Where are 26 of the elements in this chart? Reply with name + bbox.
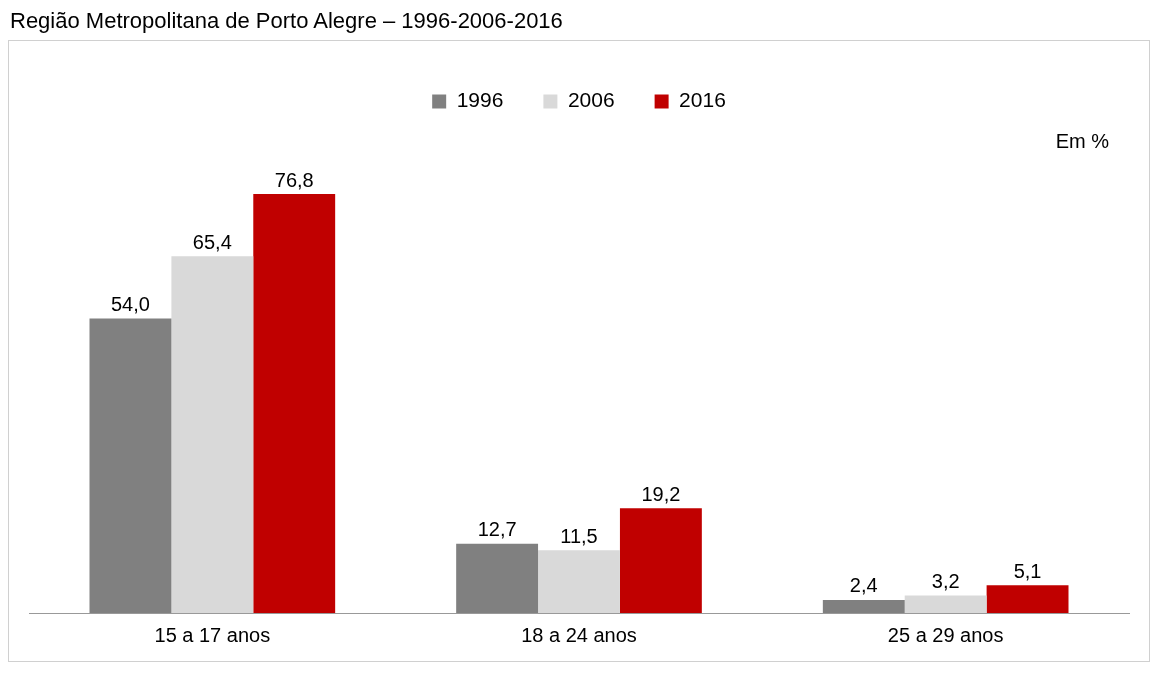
bar bbox=[822, 599, 905, 613]
x-tick-label: 18 a 24 anos bbox=[521, 623, 637, 646]
bar bbox=[171, 256, 254, 613]
data-label: 19,2 bbox=[641, 482, 681, 505]
data-label: 2,4 bbox=[849, 574, 878, 597]
legend-label: 2016 bbox=[679, 88, 726, 112]
x-tick-label: 15 a 17 anos bbox=[154, 623, 271, 646]
x-tick-label: 25 a 29 anos bbox=[887, 623, 1004, 646]
data-label: 11,5 bbox=[560, 524, 598, 547]
bar bbox=[89, 318, 172, 613]
data-label: 5,1 bbox=[1013, 559, 1042, 582]
data-label: 54,0 bbox=[110, 292, 150, 315]
bar bbox=[253, 194, 336, 613]
bar bbox=[619, 508, 702, 613]
chart-title: Região Metropolitana de Porto Alegre – 1996-2006-2016 bbox=[10, 8, 564, 34]
legend-label: 2006 bbox=[567, 88, 615, 112]
bar bbox=[456, 543, 539, 613]
text: Em % bbox=[1055, 129, 1110, 152]
bar bbox=[538, 550, 620, 613]
legend-label: 1996 bbox=[456, 88, 504, 112]
data-label: 65,4 bbox=[192, 230, 232, 253]
data-label: 76,8 bbox=[274, 168, 314, 191]
data-label: 12,7 bbox=[477, 518, 517, 541]
bar bbox=[904, 595, 987, 613]
data-label: 3,2 bbox=[931, 570, 960, 593]
bar bbox=[986, 585, 1069, 613]
